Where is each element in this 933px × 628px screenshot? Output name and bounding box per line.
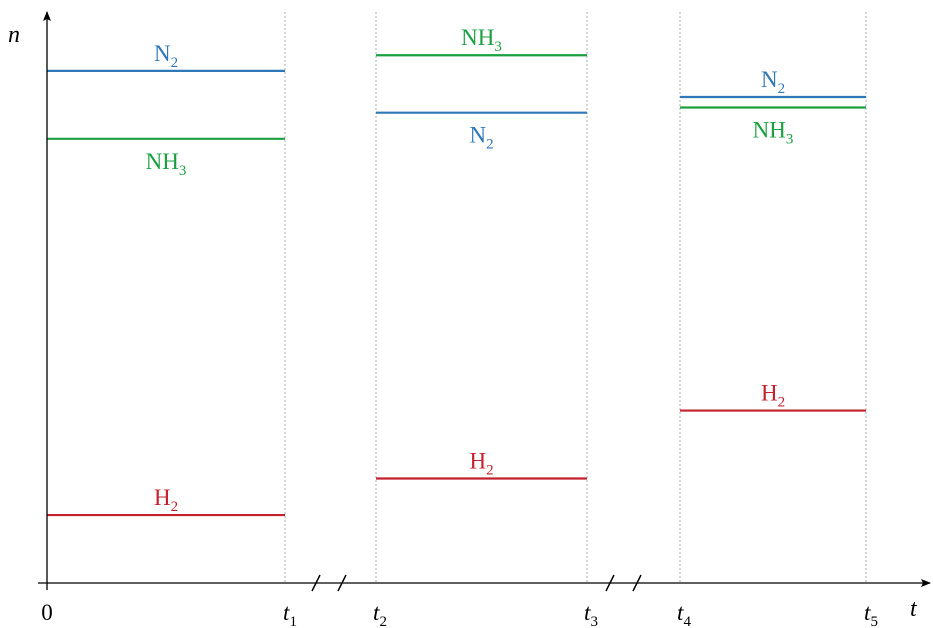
series-label-nh3-seg1: NH3 xyxy=(146,149,187,179)
series-label-n2-seg1: N2 xyxy=(154,41,178,71)
series-label-n2-seg3: N2 xyxy=(761,67,785,97)
x-tick-label-0: 0 xyxy=(41,600,53,625)
x-tick-label-2: t2 xyxy=(373,600,387,628)
axis-break-2 xyxy=(605,574,642,592)
x-axis-label: t xyxy=(910,596,918,622)
series-label-h2-seg1: H2 xyxy=(154,485,178,515)
series-layer: N2 NH3 H2 NH3 N2 H2 N2 NH3 H2 xyxy=(47,25,866,517)
series-label-nh3-seg2: NH3 xyxy=(461,25,502,55)
x-tick-label-3: t3 xyxy=(584,600,598,628)
series-label-n2-seg2: N2 xyxy=(469,123,493,153)
series-label-nh3-seg3: NH3 xyxy=(753,117,794,147)
x-tick-label-1: t1 xyxy=(283,600,297,628)
guide-lines xyxy=(284,12,867,583)
x-tick-labels: 0 t1 t2 t3 t4 t5 xyxy=(41,600,878,628)
x-tick-label-4: t4 xyxy=(677,600,691,628)
series-label-h2-seg3: H2 xyxy=(761,381,785,411)
y-axis-label: n xyxy=(8,22,20,48)
x-tick-label-5: t5 xyxy=(864,600,878,628)
series-label-h2-seg2: H2 xyxy=(469,448,493,478)
axis-break-1 xyxy=(311,574,347,592)
